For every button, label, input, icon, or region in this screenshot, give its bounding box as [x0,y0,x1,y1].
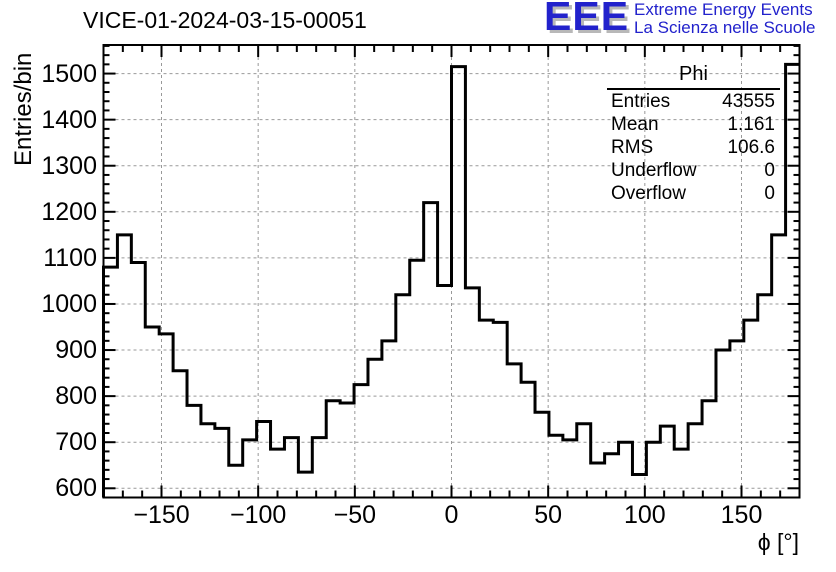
x-tick-label: −100 [230,501,287,529]
stat-label: Underflow [611,160,697,181]
y-tick-label: 700 [55,428,97,457]
stats-box-title: Phi [607,62,780,90]
x-tick-label: 150 [720,501,763,529]
stat-value: 43555 [722,91,775,112]
stats-row-underflow: Underflow 0 [607,159,780,182]
histogram-line [102,62,800,498]
eee-logo-text: Extreme Energy Events La Scienza nelle S… [634,1,836,37]
stat-value: 0 [764,183,775,204]
y-tick-label: 1400 [41,105,97,134]
x-tick-label: 100 [623,501,666,529]
y-tick-label: 1200 [41,197,97,226]
y-axis-title: Entries/bin [10,52,37,166]
y-tick-label: 900 [55,336,97,365]
eee-logo: EEE Extreme Energy Events La Scienza nel… [544,0,815,39]
y-tick-label: 1300 [41,151,97,180]
stat-label: Mean [611,114,659,135]
stats-box: Phi Entries 43555 Mean 1.161 RMS 106.6 U… [607,62,780,205]
y-tick-label: 1100 [43,243,97,272]
y-tick-label: 800 [55,382,97,411]
stats-row-entries: Entries 43555 [607,90,780,113]
stats-row-mean: Mean 1.161 [607,113,780,136]
x-tick-label: −50 [333,501,377,529]
eee-logo-line1: Extreme Energy Events [634,0,813,19]
eee-logo-line2: La Scienza nelle Scuole [634,18,816,37]
eee-logo-acronym: EEE [544,0,630,39]
y-tick-label: 1000 [41,289,97,318]
plot-frame [102,44,801,499]
y-tick-label: 1500 [41,59,97,88]
y-tick-label: 600 [55,474,97,503]
x-axis-title: ϕ [°] [757,529,799,555]
x-tick-label: 0 [444,501,459,529]
stat-value: 1.161 [727,114,775,135]
stat-label: RMS [611,137,654,158]
stats-row-rms: RMS 106.6 [607,136,780,159]
x-tick-label: 50 [534,501,563,529]
stat-value: 0 [764,160,775,181]
plot-title: VICE-01-2024-03-15-00051 [83,7,367,33]
stats-row-overflow: Overflow 0 [607,182,780,205]
stat-value: 106.6 [727,137,775,158]
x-tick-label: −150 [133,501,190,529]
stat-label: Overflow [611,183,686,204]
stat-label: Entries [611,91,671,112]
